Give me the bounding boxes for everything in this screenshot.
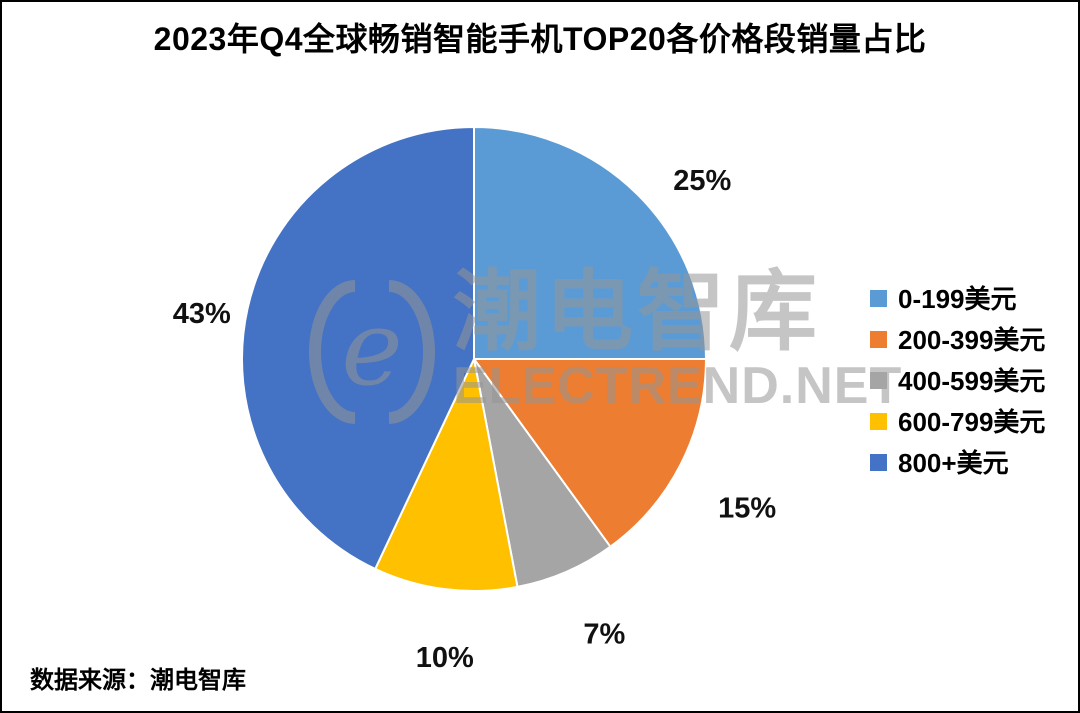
pie-labels: 25% 15% 7% 10% 43% [173,165,777,674]
pie-slice-value-label: 43% [173,298,231,330]
pie-slice-value-label: 15% [718,492,776,524]
legend-swatch [870,454,887,471]
pie-slices [241,126,707,592]
legend-item-600-799美元: 600-799美元 [870,401,1045,442]
chart-title: 2023年Q4全球畅销智能手机TOP20各价格段销量占比 [153,21,927,57]
pie-slice-value-label: 25% [673,165,731,197]
source-note: 数据来源：潮电智库 [30,667,246,694]
pie-slice-value-label: 10% [416,642,474,674]
legend-swatch [870,413,887,430]
legend-item-800+美元: 800+美元 [870,442,1045,483]
legend-label: 400-599美元 [898,365,1046,396]
legend-swatch [870,290,887,307]
legend-label: 200-399美元 [898,324,1046,355]
legend: 0-199美元 200-399美元 400-599美元 600-799美元 800+美元 [870,278,1045,483]
legend-label: 600-799美元 [898,406,1046,437]
pie-slice-800+美元 [241,126,475,570]
legend-item-0-199美元: 0-199美元 [870,278,1045,319]
pie-slice-0-199美元 [473,126,707,360]
pie-slice-400-599美元 [473,358,612,588]
pie-slice-600-799美元 [374,358,519,592]
legend-label: 0-199美元 [898,283,1017,314]
pie-slice-value-label: 7% [583,619,625,651]
legend-swatch [870,331,887,348]
legend-item-200-399美元: 200-399美元 [870,319,1045,360]
legend-label: 800+美元 [898,447,1009,478]
legend-item-400-599美元: 400-599美元 [870,360,1045,401]
pie-slice-200-399美元 [473,358,707,548]
legend-swatch [870,372,887,389]
